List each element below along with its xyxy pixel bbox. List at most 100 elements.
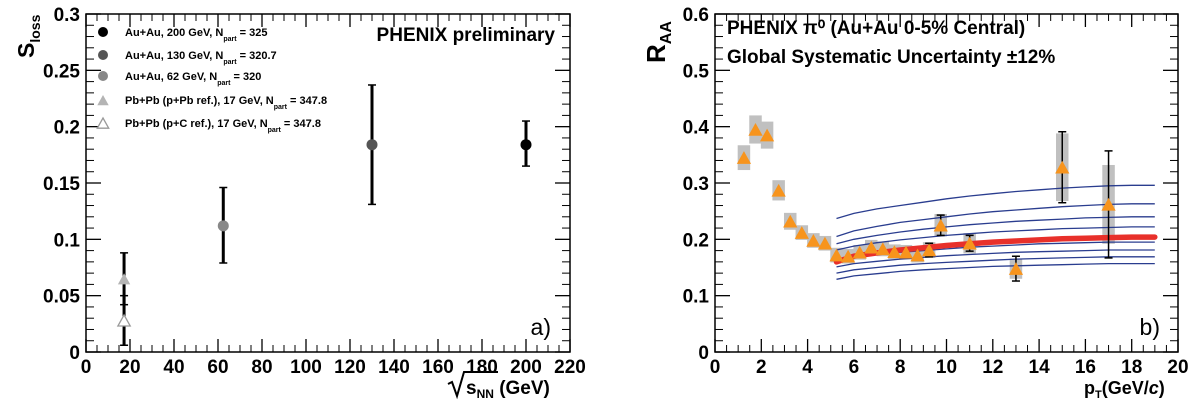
panel-b-theory-curve <box>836 249 1155 268</box>
panel-b-ytick-label: 0.1 <box>683 287 710 308</box>
panel-a-legend-tail: = 347.8 <box>281 118 321 130</box>
panel-b-data-point <box>933 218 948 232</box>
panel-a-legend-sub: part <box>268 127 282 134</box>
panel-b-xtick-label: 18 <box>1121 357 1142 378</box>
panel-a-ytick-label: 0.1 <box>54 230 81 251</box>
panel-b-xtick-label: 2 <box>756 357 767 378</box>
panel-a-data-point <box>117 273 131 285</box>
panel-a-annotation: PHENIX preliminary <box>377 25 556 46</box>
panel-a-xtick-label: 0 <box>81 357 92 378</box>
panel-b-ylabel-sub: AA <box>658 21 675 45</box>
panel-b-theory-curve <box>836 216 1155 245</box>
panel-b-data-point <box>962 236 977 250</box>
panel-a-legend-tail: = 320.7 <box>237 50 277 62</box>
panel-a-ytick-label: 0.05 <box>43 287 80 308</box>
panel-a-ytick-label: 0.3 <box>54 5 80 26</box>
panel-a-legend-tail: = 347.8 <box>287 95 327 107</box>
panel-a-legend-sub: part <box>274 104 288 111</box>
panel-a-frame <box>85 13 571 353</box>
panel-a-legend-text: Au+Au, 130 GeV, N <box>125 50 223 62</box>
panel-b-xlabel-unit-end: ) <box>1159 378 1165 398</box>
panel-a-legend-marker <box>96 116 110 129</box>
panel-b-data-point <box>852 245 867 259</box>
panel-a-ytick-label: 0.2 <box>54 118 80 139</box>
panel-a-ytick-label: 0 <box>69 343 80 364</box>
panel-b-theory-curve <box>836 203 1155 238</box>
panel-a-legend-marker <box>97 95 109 106</box>
panel-b-data-point <box>1101 197 1116 211</box>
panel-a-xtick-label: 120 <box>334 357 366 378</box>
panel-a-legend-tail: = 320 <box>230 71 261 83</box>
panel-a-ylabel: Sloss <box>13 14 43 58</box>
panel-b-xlabel-unit-italic: c <box>1149 378 1159 398</box>
panel-b: 0 2 4 6 8 10 12 14 16 18 20 0 0.1 0.2 0.3 0.4 0.5 0.6 RAA p… <box>641 5 1189 401</box>
panel-b-annotation-line: Global Systematic Uncertainty ±12% <box>727 47 1055 68</box>
panel-a-xlabel-root: s <box>466 378 477 399</box>
panel-b-data-point <box>898 245 914 259</box>
panel-a-xtick-label: 60 <box>207 357 228 378</box>
panel-b-xtick-label: 14 <box>1029 357 1051 378</box>
panel-b-data-point <box>922 243 937 257</box>
panel-b-ytick-label: 0 <box>698 343 709 364</box>
panel-b-xtick-label: 8 <box>895 357 906 378</box>
panel-b-ylabel-main: R <box>641 44 671 63</box>
panel-a-panel-label: a) <box>531 314 551 340</box>
panel-a-legend-tail: = 325 <box>237 27 268 39</box>
panel-b-ytick-label: 0.5 <box>683 61 710 82</box>
panel-b-data-point <box>736 151 752 164</box>
panel-a-legend-sub: part <box>217 80 231 87</box>
panel-b-xlabel: pT(GeV/c) <box>1084 378 1165 401</box>
panel-b-data-point <box>748 122 763 136</box>
panel-b-data-point <box>910 248 925 262</box>
panel-b-data-point <box>1008 262 1024 275</box>
panel-b-xlabel-sub: T <box>1095 389 1102 401</box>
panel-b-data-point <box>794 226 809 239</box>
panel-a-data-point <box>520 139 532 151</box>
panel-b-ytick-label: 0.3 <box>683 174 709 195</box>
panel-a-xtick-label: 140 <box>378 357 410 378</box>
panel-b-ytick-label: 0.6 <box>683 5 709 26</box>
panel-b-xtick-label: 20 <box>1167 357 1188 378</box>
panel-b-annotation-line: PHENIX π⁰ (Au+Au 0-5% Central) <box>727 18 1025 39</box>
panel-a-legend-sub: part <box>223 59 237 66</box>
panel-b-theory-curve <box>836 256 1155 274</box>
panel-b-ytick-label: 0.2 <box>683 230 709 251</box>
panel-b-ytick-label: 0.4 <box>683 118 710 139</box>
panel-a-sqrt-symbol <box>447 371 498 400</box>
panel-a-xtick-label: 180 <box>466 357 498 378</box>
panel-b-data-point <box>829 248 844 262</box>
panel-a-legend-marker <box>98 50 108 60</box>
panel-b-theory-curve <box>836 262 1155 280</box>
panel-a-ytick-label: 0.25 <box>43 61 80 82</box>
panel-a-legend-entry: Au+Au, 62 GeV, Npart = 320 <box>125 71 261 87</box>
panel-a-legend-entry: Pb+Pb (p+C ref.), 17 GeV, Npart = 347.8 <box>125 118 321 134</box>
panel-a-legend-text: Pb+Pb (p+Pb ref.), 17 GeV, N <box>125 95 274 107</box>
panel-b-xtick-label: 12 <box>982 357 1003 378</box>
panel-b-data-point <box>887 245 902 258</box>
panel-a-xlabel-unit: (GeV) <box>494 378 550 399</box>
panel-a-legend-entry: Au+Au, 130 GeV, Npart = 320.7 <box>125 50 277 66</box>
panel-b-xtick-label: 6 <box>849 357 860 378</box>
panel-b-data-point <box>875 242 890 256</box>
panel-a-legend-sub: part <box>223 36 237 43</box>
panel-b-data-point <box>806 233 821 247</box>
panel-a-data-point <box>217 220 229 232</box>
panel-b-theory-curve <box>836 226 1155 251</box>
panel-a-legend-text: Au+Au, 62 GeV, N <box>125 71 217 83</box>
panel-b-panel-label: b) <box>1140 314 1160 340</box>
panel-a-xlabel-sub: NN <box>477 387 494 401</box>
panel-a-xtick-label: 220 <box>554 357 586 378</box>
panel-a-xtick-label: 100 <box>290 357 322 378</box>
panel-a-xtick-label: 40 <box>163 357 184 378</box>
panel-a-legend-marker <box>98 71 108 81</box>
panel-b-data-point <box>864 240 879 254</box>
panel-a-data-point <box>366 139 378 151</box>
panel-a-xtick-label: 160 <box>422 357 454 378</box>
panel-a-xtick-label: 200 <box>510 357 542 378</box>
panel-b-data-point <box>759 128 775 142</box>
panel-b-theory-curve <box>836 184 1155 220</box>
panel-a-legend-entry: Pb+Pb (p+Pb ref.), 17 GeV, Npart = 347.8 <box>125 95 327 111</box>
panel-b-data-point <box>840 249 856 263</box>
